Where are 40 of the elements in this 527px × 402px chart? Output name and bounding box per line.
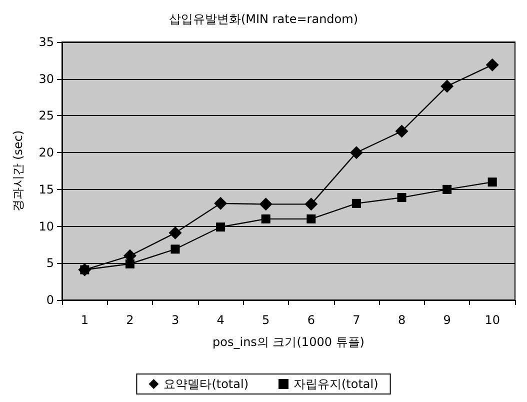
point: [395, 124, 408, 138]
point: [350, 146, 363, 160]
x-tick-label: 3: [171, 313, 180, 327]
y-tick-label: 10: [38, 219, 54, 234]
x-tick-label: 1: [80, 313, 88, 327]
legend-label: 요약델타(total): [164, 377, 249, 391]
x-tick-label: 8: [398, 313, 406, 327]
x-tick-label: 7: [352, 313, 360, 327]
y-tick-label: 30: [38, 72, 54, 86]
x-tick-label: 4: [216, 313, 224, 327]
legend-label: 자립유지(total): [294, 377, 378, 391]
point: [397, 193, 406, 202]
point: [440, 80, 454, 93]
point: [125, 259, 134, 268]
y-tick-label: 5: [46, 256, 54, 270]
x-tick-label: 2: [126, 313, 134, 327]
point: [168, 226, 182, 240]
x-tick-label: 6: [307, 313, 315, 327]
point: [170, 244, 180, 254]
point: [259, 198, 272, 211]
x-tick-label: 10: [484, 313, 500, 327]
y-tick-label: 15: [38, 182, 54, 196]
x-tick-label: 5: [262, 313, 270, 327]
point: [214, 196, 228, 210]
x-axis-title: pos_ins의 크기(1000 튜플): [212, 335, 364, 349]
point: [216, 222, 226, 232]
chart-title: 삽입유발변화(MIN rate=random): [168, 12, 358, 26]
point: [304, 198, 318, 211]
point: [486, 58, 499, 72]
y-tick-label: 0: [46, 293, 54, 307]
x-tick-label: 9: [443, 313, 451, 327]
point: [352, 198, 361, 208]
y-tick-label: 20: [38, 146, 54, 160]
point: [261, 214, 270, 224]
point: [488, 178, 497, 187]
y-axis-title: 경과시간 (sec): [11, 130, 25, 212]
point: [442, 184, 452, 194]
y-tick-label: 35: [38, 35, 54, 49]
y-tick-label: 25: [38, 108, 54, 123]
point: [306, 214, 316, 224]
